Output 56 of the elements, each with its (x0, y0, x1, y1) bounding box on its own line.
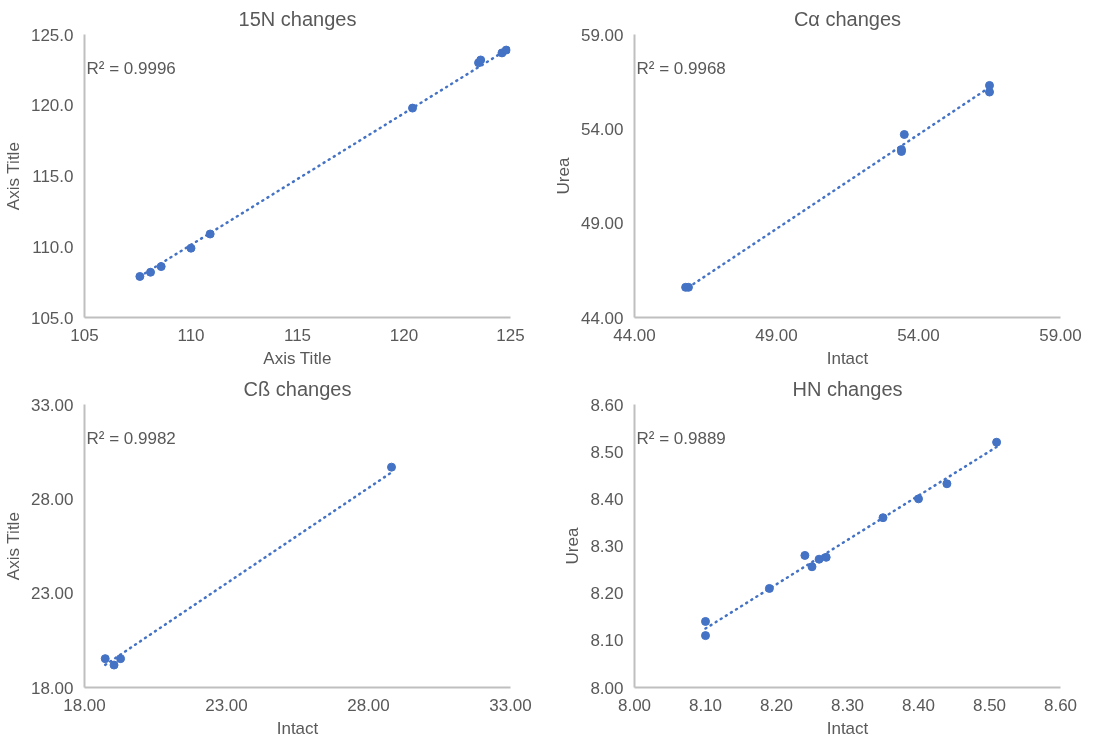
y-tick-label: 125.0 (30, 25, 74, 45)
y-tick-label: 18.00 (30, 678, 74, 698)
y-tick-label: 8.30 (590, 537, 624, 556)
y-axis-title: Urea (563, 527, 583, 565)
y-axis-title: Axis Title (3, 142, 23, 211)
y-tick-label: 115.0 (32, 167, 74, 186)
y-axis-title: Urea (553, 157, 573, 195)
chart-title: Cß changes (243, 377, 352, 400)
annotation: R² = 0.9982 (86, 428, 176, 448)
x-tick-label: 110 (177, 325, 205, 345)
x-tick-label: 120 (389, 325, 419, 345)
y-tick-label: 8.00 (590, 678, 624, 698)
y-tick-label: 8.10 (590, 631, 624, 651)
chart-title: 15N changes (238, 7, 357, 30)
y-tick-label: 105.0 (30, 308, 74, 328)
x-tick-label: 44.00 (613, 325, 656, 345)
x-tick-label: 125 (496, 325, 525, 345)
x-axis-title: Axis Title (263, 348, 332, 368)
x-tick-label: 54.00 (897, 325, 940, 345)
x-axis-title: Intact (826, 348, 869, 368)
x-tick-label: 18.00 (63, 695, 106, 715)
x-tick-label: 8.10 (688, 695, 723, 715)
y-tick-label: 59.00 (580, 25, 624, 45)
x-tick-label: 8.60 (1043, 695, 1078, 715)
annotation: R² = 0.9996 (86, 58, 176, 78)
chart-title: Cα changes (793, 7, 902, 30)
y-tick-label: 8.40 (590, 489, 624, 509)
x-tick-label: 8.30 (830, 695, 865, 715)
y-tick-label: 54.00 (580, 119, 624, 139)
y-tick-label: 8.60 (590, 395, 624, 415)
x-tick-label: 23.00 (205, 695, 248, 715)
x-tick-label: 105 (70, 325, 99, 345)
x-axis-title: Intact (826, 718, 869, 738)
y-tick-label: 33.00 (30, 395, 74, 415)
x-tick-label: 8.50 (972, 695, 1007, 715)
x-tick-label: 49.00 (755, 325, 798, 345)
x-tick-label: 115 (283, 325, 312, 345)
y-tick-label: 28.00 (30, 489, 74, 509)
y-axis-title: Axis Title (3, 512, 23, 581)
annotation: R² = 0.9968 (636, 58, 726, 78)
y-tick-label: 8.50 (590, 442, 624, 462)
x-axis-title: Intact (276, 718, 319, 738)
y-tick-label: 44.00 (580, 308, 624, 328)
x-tick-label: 59.00 (1039, 325, 1082, 345)
y-tick-label: 120.0 (30, 96, 74, 116)
x-tick-label: 28.00 (347, 695, 390, 715)
chart-title: HN changes (792, 377, 903, 400)
annotation: R² = 0.9889 (636, 428, 726, 448)
x-tick-label: 8.20 (759, 695, 794, 715)
y-tick-label: 8.20 (590, 584, 624, 604)
x-tick-label: 8.00 (617, 695, 652, 715)
y-tick-label: 49.00 (580, 214, 624, 234)
y-tick-label: 23.00 (30, 584, 74, 604)
y-tick-label: 110.0 (32, 237, 74, 257)
x-tick-label: 8.40 (901, 695, 936, 715)
x-tick-label: 33.00 (489, 695, 532, 715)
